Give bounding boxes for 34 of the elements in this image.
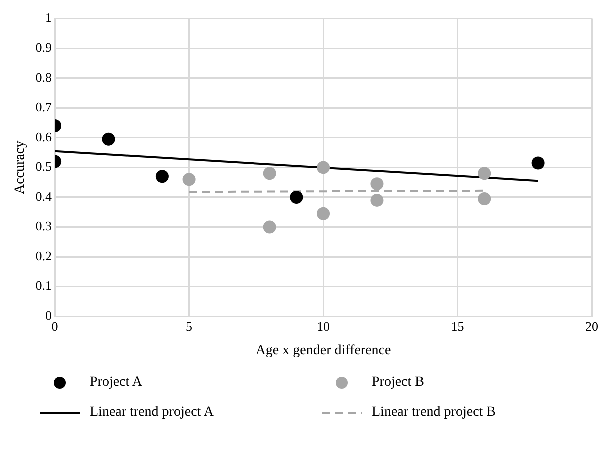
y-tick-label: 0.4	[36, 188, 53, 204]
legend-label: Project B	[372, 375, 424, 391]
y-tick-label: 0.2	[36, 248, 52, 264]
y-tick-label: 0.3	[36, 218, 52, 234]
y-tick-label: 1	[46, 10, 52, 26]
point	[478, 167, 492, 180]
y-tick-label: 0.8	[36, 70, 52, 85]
y-tick-label: 0.7	[36, 100, 53, 115]
point	[370, 194, 384, 207]
legend-label: Linear trend project B	[372, 405, 496, 421]
x-tick-label: 5	[186, 318, 193, 334]
y-tick-label: 0.1	[36, 278, 52, 294]
legend-label: Project A	[90, 375, 142, 391]
point	[317, 207, 330, 220]
point	[370, 178, 384, 191]
x-tick-label: 15	[451, 318, 464, 334]
x-tick-label: 20	[586, 318, 598, 334]
point	[263, 220, 276, 234]
point	[182, 173, 196, 186]
point	[478, 192, 492, 206]
point	[317, 161, 330, 174]
y-tick-label: 0.6	[36, 129, 53, 144]
point	[102, 132, 116, 146]
point	[156, 170, 169, 184]
y-tick-label: 0.9	[36, 40, 52, 55]
x-axis-title: Age x gender difference	[256, 343, 392, 358]
point	[290, 190, 304, 204]
point	[532, 156, 545, 170]
y-tick-label: 0.5	[36, 159, 52, 174]
y-axis-title: Accuracy	[13, 140, 28, 195]
point	[263, 167, 276, 180]
x-tick-label: 10	[317, 318, 330, 334]
legend-label: Linear trend project A	[90, 405, 214, 421]
y-tick-label: 0	[46, 308, 52, 324]
